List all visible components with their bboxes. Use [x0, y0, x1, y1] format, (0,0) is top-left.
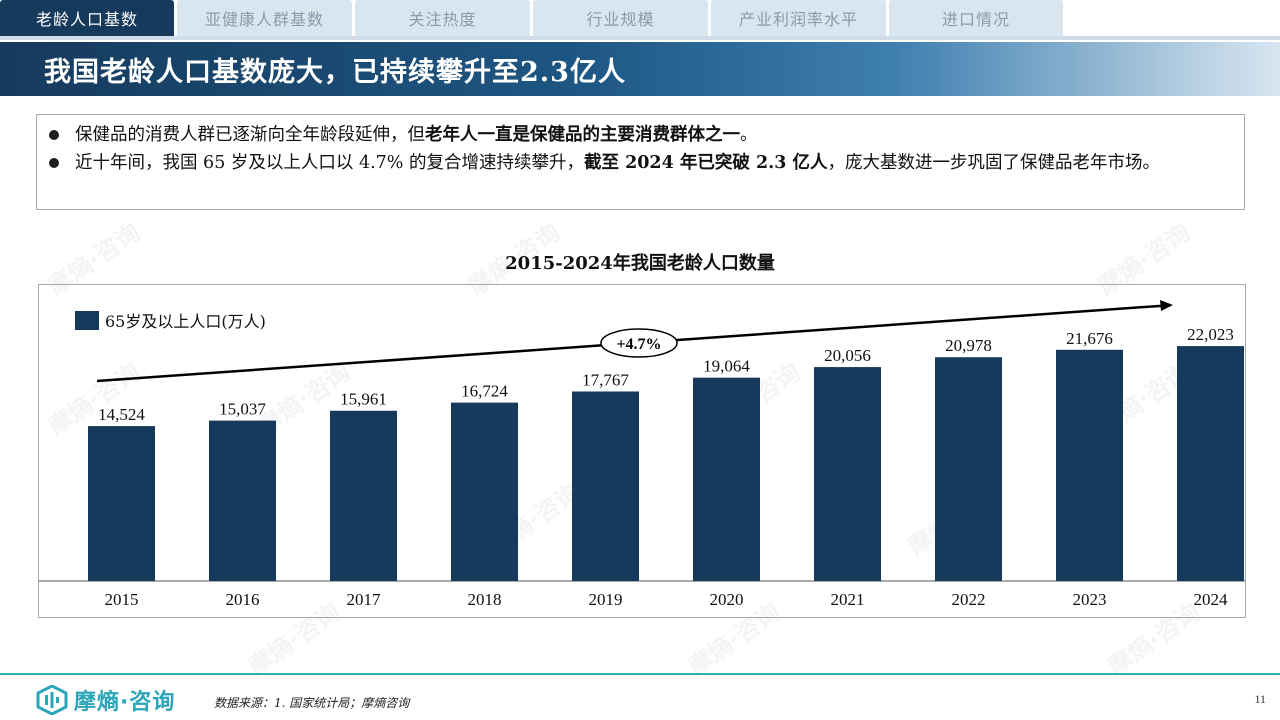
logo-text: 摩熵·咨询 — [74, 690, 176, 715]
x-tick-label: 2020 — [710, 590, 744, 609]
company-logo: 摩熵·咨询 — [36, 684, 175, 716]
bar — [330, 410, 397, 581]
tab-label: 产业利润率水平 — [738, 10, 858, 29]
tab-subhealth-population[interactable]: 亚健康人群基数 — [177, 0, 352, 36]
data-label: 15,037 — [219, 400, 266, 419]
data-label: 22,023 — [1187, 325, 1234, 344]
chart-title: 2015-2024年我国老龄人口数量 — [505, 253, 775, 274]
data-source: 数据来源：1. 国家统计局；摩熵咨询 — [214, 696, 410, 710]
tab-label: 进口情况 — [941, 10, 1010, 29]
bullet-text-part: ，庞大基数进一步巩固了保健品老年市场。 — [827, 153, 1161, 173]
x-tick-label: 2024 — [1194, 590, 1229, 609]
chart-frame: 14,524 2015 15,037 2016 15,961 2017 16,724 2018… — [38, 284, 1246, 618]
x-tick-label: 2016 — [226, 590, 260, 609]
bar — [451, 402, 518, 581]
legend-swatch — [75, 311, 99, 330]
tab-import[interactable]: 进口情况 — [889, 0, 1063, 36]
data-label: 16,724 — [461, 382, 508, 401]
bullet-item: 近十年间，我国 65 岁及以上人口以 4.7% 的复合增速持续攀升，截至 202… — [49, 149, 1234, 177]
x-tick-label: 2019 — [589, 590, 623, 609]
bar — [693, 377, 760, 581]
bar-chart: 14,524 2015 15,037 2016 15,961 2017 16,724 2018… — [39, 300, 1245, 609]
tab-elderly-population[interactable]: 老龄人口基数 — [0, 0, 174, 36]
header-banner: 我国老龄人口基数庞大，已持续攀升至2.3亿人 — [0, 42, 1280, 96]
bullet-text-part: 。 — [740, 125, 758, 145]
x-tick-label: 2017 — [347, 590, 382, 609]
bullet-text: 保健品的消费人群已逐渐向全年龄段延伸，但老年人一直是保健品的主要消费群体之一。 — [75, 121, 1234, 149]
data-label: 14,524 — [98, 405, 145, 424]
bullet-dot-icon — [49, 130, 59, 140]
tab-attention-heat[interactable]: 关注热度 — [355, 0, 530, 36]
logo-icon — [36, 685, 68, 715]
footer-divider — [0, 673, 1280, 675]
tab-label: 关注热度 — [408, 10, 477, 29]
trend-arrow-head — [1160, 300, 1173, 311]
tab-profit-margin[interactable]: 产业利润率水平 — [711, 0, 886, 36]
tab-label: 行业规模 — [586, 10, 655, 29]
bar — [935, 357, 1002, 581]
page-title: 我国老龄人口基数庞大，已持续攀升至2.3亿人 — [44, 57, 626, 88]
bar — [88, 426, 155, 581]
bullet-text-bold: 截至 2024 年已突破 2.3 亿人 — [583, 153, 828, 173]
x-tick-label: 2018 — [468, 590, 502, 609]
bullet-text-part: 近十年间，我国 65 岁及以上人口以 4.7% 的复合增速持续攀升， — [75, 153, 584, 173]
tab-label: 老龄人口基数 — [35, 10, 138, 29]
tab-industry-scale[interactable]: 行业规模 — [533, 0, 708, 36]
page-number: 11 — [1254, 692, 1266, 706]
x-tick-label: 2023 — [1073, 590, 1107, 609]
bullet-text-bold: 老年人一直是保健品的主要消费群体之一 — [425, 125, 740, 145]
bullet-dot-icon — [49, 158, 59, 168]
bar — [209, 420, 276, 581]
bullet-text: 近十年间，我国 65 岁及以上人口以 4.7% 的复合增速持续攀升，截至 202… — [75, 149, 1234, 177]
data-label: 15,961 — [340, 390, 387, 409]
summary-box: 保健品的消费人群已逐渐向全年龄段延伸，但老年人一直是保健品的主要消费群体之一。 … — [36, 114, 1245, 210]
legend-label: 65岁及以上人口(万人) — [105, 312, 266, 331]
tab-label: 亚健康人群基数 — [204, 10, 324, 29]
x-tick-label: 2022 — [952, 590, 986, 609]
growth-annotation: +4.7% — [616, 336, 661, 353]
bar — [572, 391, 639, 581]
bar — [814, 367, 881, 581]
data-label: 19,064 — [703, 357, 750, 376]
data-label: 21,676 — [1066, 329, 1113, 348]
x-tick-label: 2021 — [831, 590, 865, 609]
growth-annotation-bubble — [600, 328, 678, 358]
x-tick-label: 2015 — [105, 590, 139, 609]
bullet-text-part: 保健品的消费人群已逐渐向全年龄段延伸，但 — [75, 125, 425, 145]
data-label: 17,767 — [582, 370, 629, 389]
tab-divider — [0, 36, 1280, 40]
bar — [1177, 346, 1244, 581]
bar — [1056, 349, 1123, 581]
data-label: 20,978 — [945, 336, 992, 355]
data-label: 20,056 — [824, 346, 871, 365]
bullet-item: 保健品的消费人群已逐渐向全年龄段延伸，但老年人一直是保健品的主要消费群体之一。 — [49, 121, 1234, 149]
tab-bar: 老龄人口基数 亚健康人群基数 关注热度 行业规模 产业利润率水平 进口情况 — [0, 0, 1280, 38]
